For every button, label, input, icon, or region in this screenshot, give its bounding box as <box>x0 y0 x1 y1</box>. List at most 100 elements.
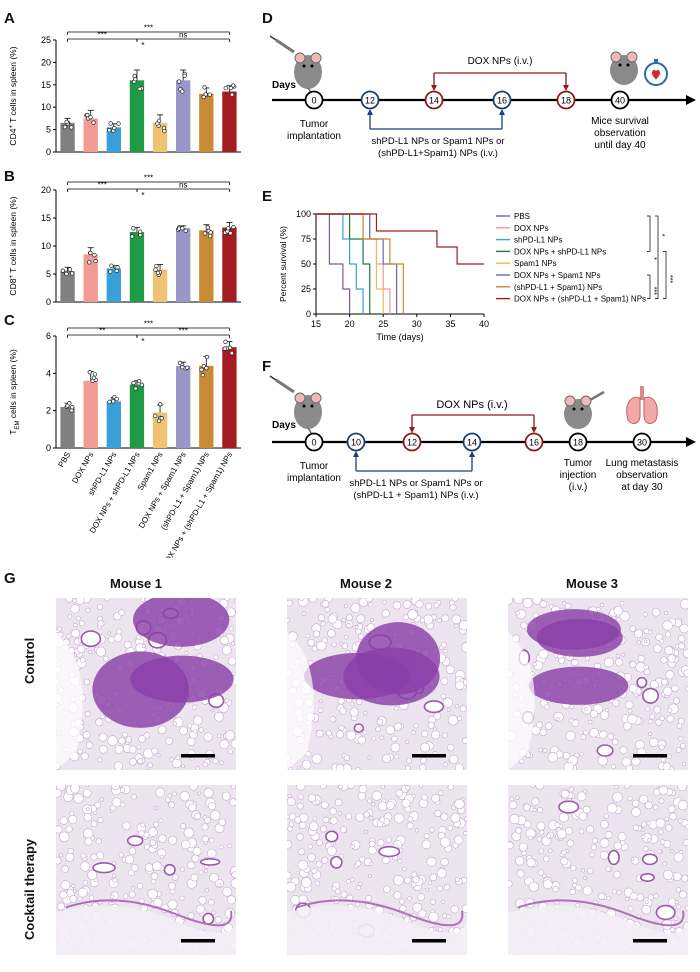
alveolus <box>522 598 533 609</box>
x-tick-label: 30 <box>412 319 422 329</box>
y-tick-label: 100 <box>296 209 311 219</box>
alveolus <box>603 657 614 668</box>
alveolus <box>612 699 620 707</box>
alveolus <box>231 871 236 879</box>
obs-line1: Lung metastasis <box>606 458 679 469</box>
alveolus <box>616 617 622 623</box>
alveolus <box>354 625 359 629</box>
sig-label: *** <box>144 24 153 33</box>
alveolus <box>80 852 87 859</box>
alveolus <box>192 846 202 856</box>
bar <box>199 365 214 448</box>
sig-bracket <box>655 215 659 299</box>
alveolus <box>322 816 330 824</box>
alveolus <box>168 835 178 845</box>
alveolus <box>380 785 385 789</box>
alveolus <box>621 652 626 657</box>
alveolus <box>552 886 559 893</box>
alveolus <box>429 873 438 882</box>
sig-label: *** <box>650 287 657 295</box>
x-tick-label: 20 <box>345 319 355 329</box>
data-point <box>204 365 209 371</box>
alveolus <box>56 825 63 834</box>
alveolus <box>443 884 451 891</box>
alveolus <box>386 801 395 810</box>
alveolus <box>383 885 391 893</box>
alveolus <box>206 848 217 859</box>
alveolus <box>671 684 679 693</box>
x-tick-label: PBS <box>56 451 72 469</box>
alveolus <box>124 854 135 865</box>
alveolus <box>457 715 463 721</box>
alveolus <box>441 913 448 919</box>
np-label-line2: (shPD-L1 + Spam1) NPs (i.v.) <box>353 490 478 501</box>
legend-label: DOX NPs + Spam1 NPs <box>514 271 600 280</box>
alveolus <box>405 739 410 744</box>
alveolus <box>298 848 306 856</box>
implantation-label: implantation <box>287 131 341 142</box>
dox-bracket <box>431 72 569 91</box>
alveolus <box>68 814 78 824</box>
alveolus <box>667 707 673 713</box>
alveolus <box>355 812 365 822</box>
survival-line <box>316 213 484 265</box>
alveolus <box>651 607 661 617</box>
alveolus <box>619 601 625 606</box>
np-bracket <box>353 451 475 472</box>
data-point <box>88 115 93 120</box>
alveolus <box>345 878 351 884</box>
alveolus <box>583 730 589 736</box>
airway <box>423 700 445 714</box>
data-point <box>116 121 121 126</box>
alveolus <box>583 876 587 880</box>
alveolus <box>221 791 231 801</box>
alveolus <box>662 869 674 880</box>
alveolus <box>440 677 449 685</box>
alveolus <box>83 678 91 686</box>
alveolus <box>287 881 297 893</box>
alveolus <box>337 697 345 705</box>
alveolus <box>66 633 72 639</box>
alveolus <box>95 646 106 657</box>
alveolus <box>385 836 392 843</box>
alveolus <box>546 833 552 839</box>
legend-label: Spam1 NPs <box>514 259 557 268</box>
data-point <box>180 226 185 231</box>
histology-control-mouse2 <box>287 598 467 770</box>
alveolus <box>214 916 222 924</box>
alveolus <box>371 790 382 801</box>
alveolus <box>679 890 688 899</box>
alveolus <box>343 754 350 761</box>
alveolus <box>312 816 318 822</box>
histology-control-mouse1 <box>56 598 236 770</box>
alveolus <box>415 600 424 609</box>
scale-bar <box>412 754 446 758</box>
legend-label: shPD-L1 NPs <box>514 236 562 245</box>
alveolus <box>530 785 536 788</box>
alveolus <box>641 904 652 915</box>
alveolus <box>536 821 546 831</box>
y-tick-label: 75 <box>301 234 311 244</box>
alveolus <box>575 884 583 892</box>
data-point <box>222 346 227 351</box>
alveolus <box>188 803 197 812</box>
data-point <box>114 396 119 402</box>
alveolus <box>564 602 572 610</box>
data-point <box>176 79 182 84</box>
alveolus <box>436 867 447 879</box>
y-axis-label: Percent survival (%) <box>278 226 288 302</box>
data-point <box>64 119 69 125</box>
empty-space <box>287 905 467 955</box>
sig-label: *** <box>98 181 107 190</box>
alveolus <box>287 599 293 607</box>
np-label-line1: shPD-L1 NPs or Spam1 NPs or <box>371 136 504 147</box>
alveolus <box>227 843 232 849</box>
airway <box>641 687 659 704</box>
alveolus <box>634 629 643 638</box>
alveolus <box>662 762 671 770</box>
data-point <box>137 86 142 92</box>
data-point <box>223 339 228 344</box>
alveolus <box>606 895 612 901</box>
alveolus <box>655 818 666 829</box>
alveolus <box>59 890 68 899</box>
